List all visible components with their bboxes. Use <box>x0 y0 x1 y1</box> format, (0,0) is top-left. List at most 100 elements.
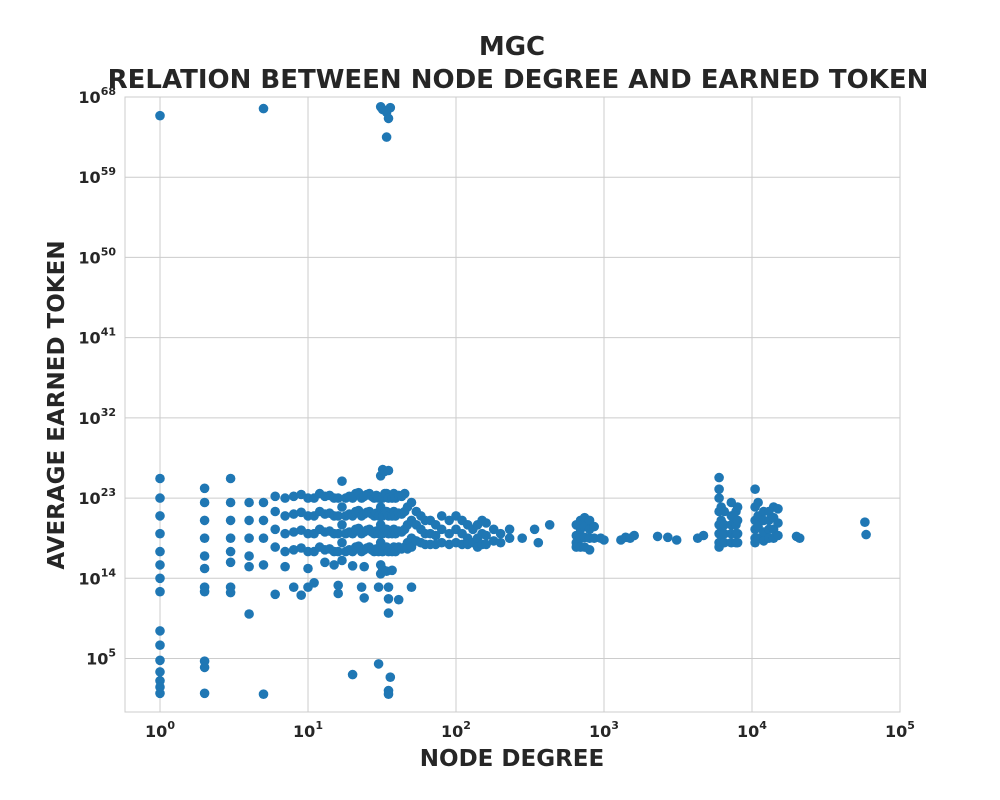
data-point <box>225 587 236 598</box>
data-point <box>244 609 254 619</box>
data-point <box>155 667 165 677</box>
data-point <box>199 563 210 574</box>
data-point <box>719 528 730 539</box>
data-point <box>244 497 254 508</box>
data-point <box>199 688 210 699</box>
data-point <box>296 590 307 600</box>
data-point <box>303 563 313 574</box>
data-point <box>337 502 347 512</box>
data-point <box>732 502 743 512</box>
data-point <box>671 535 682 545</box>
data-point <box>544 520 555 530</box>
y-tick-label: 1059 <box>78 165 116 187</box>
data-point <box>387 565 397 576</box>
x-tick-label: 102 <box>441 719 471 741</box>
data-points <box>155 102 871 699</box>
data-point <box>199 662 210 673</box>
data-point <box>280 511 290 521</box>
data-point <box>750 484 760 495</box>
data-point <box>155 586 165 597</box>
data-point <box>719 506 730 517</box>
data-point <box>258 533 269 543</box>
x-tick-base: 10 <box>293 722 315 741</box>
data-point <box>860 517 870 527</box>
data-point <box>199 515 210 526</box>
data-point <box>444 528 455 539</box>
data-point <box>309 578 319 588</box>
data-point <box>356 582 367 592</box>
y-tick-base: 10 <box>86 650 108 669</box>
data-point <box>481 530 492 541</box>
data-point <box>504 533 515 543</box>
data-point <box>347 561 358 571</box>
x-tick-exponent: 1 <box>315 719 323 732</box>
data-point <box>258 103 269 114</box>
data-point <box>436 511 447 521</box>
data-point <box>406 582 417 592</box>
x-tick-exponent: 5 <box>907 719 915 732</box>
data-point <box>861 529 871 540</box>
data-point <box>329 560 339 570</box>
tick-labels: 100 101 102 103 104 1051051014102310321041105… <box>78 85 915 741</box>
data-point <box>495 537 506 548</box>
data-point <box>288 545 299 555</box>
data-point <box>383 689 394 699</box>
data-point <box>383 594 394 604</box>
data-point <box>337 555 347 566</box>
x-tick-base: 10 <box>145 722 167 741</box>
data-point <box>155 573 165 584</box>
data-point <box>333 493 344 503</box>
data-point <box>225 533 236 543</box>
data-point <box>258 689 269 699</box>
data-point <box>333 588 344 599</box>
y-tick-base: 10 <box>78 409 100 428</box>
data-point <box>258 497 269 508</box>
y-tick-label: 105 <box>86 647 116 669</box>
x-axis-label: NODE DEGREE <box>420 746 604 772</box>
y-tick-label: 1023 <box>78 486 116 508</box>
data-point <box>584 545 595 555</box>
x-tick-label: 101 <box>293 719 323 741</box>
data-point <box>383 608 394 618</box>
data-point <box>225 473 236 484</box>
data-point <box>155 493 165 503</box>
data-point <box>629 530 639 541</box>
y-tick-label: 1041 <box>78 326 116 348</box>
plot-area <box>124 96 901 713</box>
y-tick-base: 10 <box>78 168 100 187</box>
data-point <box>753 497 763 508</box>
chart-title-line-2: RELATION BETWEEN NODE DEGREE AND EARNED … <box>108 65 929 95</box>
data-point <box>155 528 165 539</box>
x-tick-label: 104 <box>737 719 767 741</box>
data-point <box>337 520 347 530</box>
data-point <box>288 491 299 502</box>
data-point <box>383 465 394 476</box>
y-tick-label: 1032 <box>78 406 116 428</box>
data-point <box>337 476 347 487</box>
y-tick-exponent: 5 <box>108 647 116 660</box>
data-point <box>385 102 396 113</box>
x-tick-exponent: 2 <box>463 719 471 732</box>
y-tick-base: 10 <box>78 329 100 348</box>
data-point <box>481 518 492 528</box>
data-point <box>399 488 410 499</box>
x-tick-exponent: 3 <box>611 719 619 732</box>
grid-lines <box>125 96 901 712</box>
data-point <box>732 528 743 539</box>
data-point <box>155 655 165 666</box>
data-point <box>280 561 290 572</box>
data-point <box>270 506 281 517</box>
data-point <box>347 669 358 680</box>
y-tick-exponent: 23 <box>101 486 116 499</box>
data-point <box>155 473 165 484</box>
data-point <box>199 497 210 508</box>
y-tick-label: 1014 <box>78 566 116 588</box>
y-tick-label: 1050 <box>78 245 116 267</box>
data-point <box>436 537 447 548</box>
data-point <box>381 132 392 142</box>
data-point <box>732 537 743 548</box>
data-point <box>258 515 269 526</box>
data-point <box>244 561 254 572</box>
y-tick-exponent: 50 <box>101 245 117 258</box>
